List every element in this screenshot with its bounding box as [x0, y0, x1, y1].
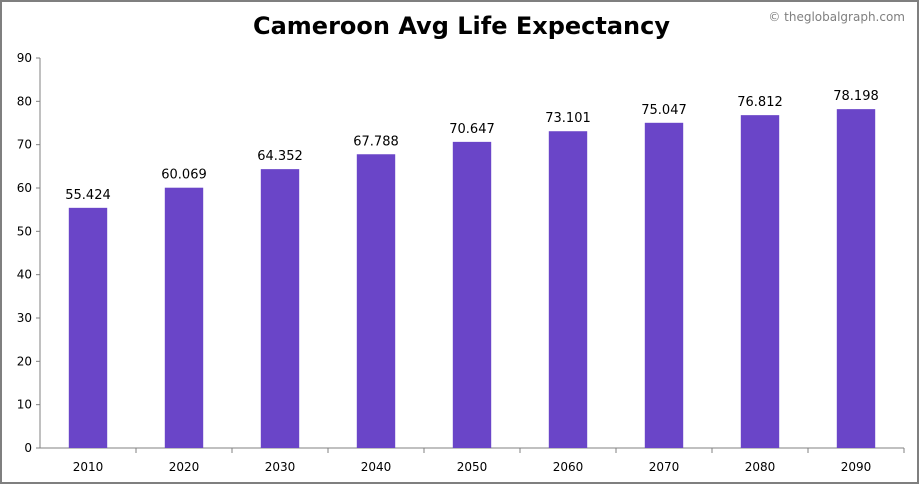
data-label: 73.101	[545, 111, 591, 126]
data-label: 55.424	[65, 188, 111, 203]
x-tick-label: 2080	[745, 460, 776, 474]
data-label: 67.788	[353, 134, 399, 149]
bar	[260, 169, 300, 448]
y-tick-label: 30	[17, 311, 32, 325]
data-label: 60.069	[161, 168, 207, 183]
y-tick-label: 20	[17, 354, 32, 368]
x-tick-label: 2040	[361, 460, 392, 474]
y-tick-label: 50	[17, 224, 32, 238]
bar	[548, 131, 588, 448]
bar	[644, 122, 684, 449]
x-tick-label: 2060	[553, 460, 584, 474]
x-tick-label: 2050	[457, 460, 488, 474]
data-label: 70.647	[449, 122, 495, 137]
x-tick-label: 2010	[73, 460, 104, 474]
y-tick-label: 10	[17, 398, 32, 412]
data-label: 78.198	[833, 89, 879, 104]
bar	[452, 141, 492, 448]
bar	[68, 207, 108, 448]
y-tick-label: 40	[17, 268, 32, 282]
x-tick-label: 2030	[265, 460, 296, 474]
x-tick-label: 2070	[649, 460, 680, 474]
y-tick-label: 0	[24, 441, 32, 455]
watermark-text: © theglobalgraph.com	[768, 10, 905, 24]
bar	[356, 154, 396, 448]
y-tick-label: 60	[17, 181, 32, 195]
data-label: 76.812	[737, 95, 783, 110]
y-tick-label: 80	[17, 94, 32, 108]
y-tick-label: 90	[17, 51, 32, 65]
x-tick-label: 2090	[841, 460, 872, 474]
bar	[740, 115, 780, 448]
chart-title: Cameroon Avg Life Expectancy	[252, 12, 671, 40]
y-tick-label: 70	[17, 138, 32, 152]
data-label: 75.047	[641, 103, 687, 118]
bar	[164, 187, 204, 449]
data-label: 64.352	[257, 149, 303, 164]
x-tick-label: 2020	[169, 460, 200, 474]
bar	[836, 109, 876, 448]
